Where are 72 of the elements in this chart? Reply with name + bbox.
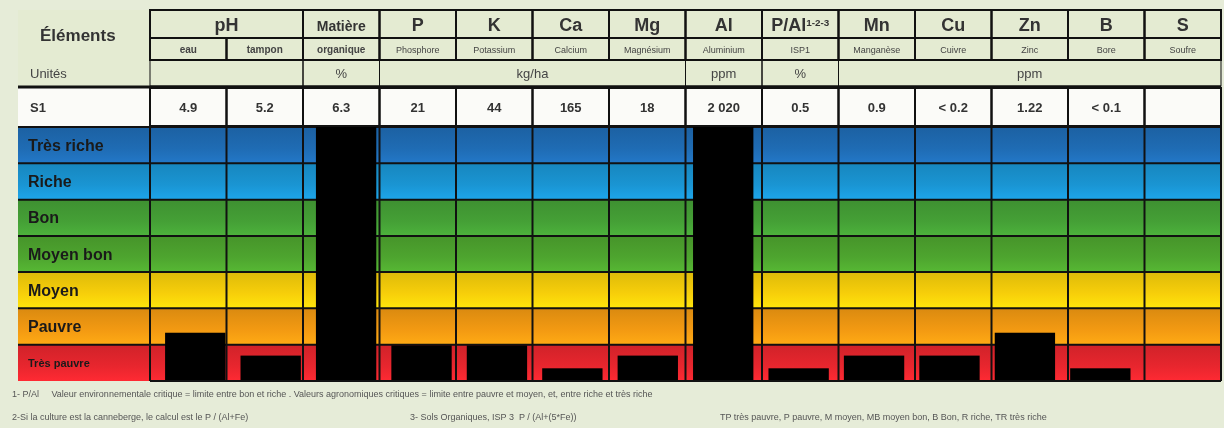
text: Unités <box>30 66 68 81</box>
text: 3- Sols Organiques, ISP 3 P / (Al+(5*Fe)) <box>410 412 577 422</box>
text: Cu <box>941 15 966 35</box>
text: 0.5 <box>791 100 810 115</box>
text: 18 <box>640 100 655 115</box>
bar <box>240 355 301 381</box>
x-tick-label: Zinc <box>1021 45 1039 55</box>
text: Éléments <box>40 26 116 45</box>
text: pH <box>214 15 239 35</box>
text: 0.9 <box>867 100 886 115</box>
text: 21 <box>410 100 425 115</box>
text: Zn <box>1018 15 1041 35</box>
bar <box>391 345 452 381</box>
text: 165 <box>559 100 582 115</box>
text: 1.22 <box>1017 100 1043 115</box>
text: K <box>487 15 501 35</box>
text: S <box>1176 15 1189 35</box>
text: B <box>1099 15 1113 35</box>
text: TP très pauvre, P pauvre, M moyen, MB moyen bon, B Bon, R riche, TR très riche <box>720 412 1047 422</box>
x-tick-label: Calcium <box>554 45 588 55</box>
x-tick-label: Soufre <box>1169 45 1197 55</box>
bar <box>315 127 377 381</box>
bar <box>617 355 678 381</box>
band-label: Moyen bon <box>28 245 113 263</box>
text: 1- P/Al Valeur environnementale critique = limite entre bon et riche . Valeurs agronomiques critiques = limite entre pauvre et moyen, et, entre riche et très riche <box>12 389 653 399</box>
x-tick-label: tampon <box>246 44 283 55</box>
bar <box>919 355 980 381</box>
text: 2 020 <box>707 100 741 115</box>
bar <box>542 368 603 381</box>
text: 5.2 <box>255 100 274 115</box>
x-tick-label: Phosphore <box>395 45 440 55</box>
text: Mn <box>863 15 890 35</box>
bar <box>994 332 1056 381</box>
text: Mg <box>634 15 661 35</box>
x-tick-label: Potassium <box>473 45 516 55</box>
bar <box>466 345 528 381</box>
band-label: Bon <box>28 209 60 227</box>
band-label: Très riche <box>28 136 104 154</box>
text: P/Al$^{1-2-3}$ <box>771 15 830 35</box>
x-tick-label: Manganèse <box>853 45 901 55</box>
text: kg/ha <box>516 66 550 81</box>
text: 4.9 <box>179 100 198 115</box>
bar <box>843 355 905 381</box>
text: % <box>794 66 807 81</box>
x-tick-label: ISP1 <box>790 45 811 55</box>
x-tick-label: Bore <box>1096 45 1116 55</box>
text: P <box>411 15 424 35</box>
text: ppm <box>711 66 737 81</box>
bar <box>165 332 226 381</box>
text: 6.3 <box>332 100 351 115</box>
x-tick-label: Cuivre <box>940 45 967 55</box>
text: 44 <box>487 100 503 115</box>
text: ppm <box>1017 66 1043 81</box>
text: Matière <box>316 18 366 34</box>
text: Ca <box>559 15 584 35</box>
band-label: Riche <box>28 173 72 191</box>
text: Al <box>714 15 733 35</box>
text: % <box>335 66 348 81</box>
x-tick-label: organique <box>317 44 366 55</box>
x-tick-label: Aluminium <box>702 45 745 55</box>
x-tick-label: Magnésium <box>623 45 671 55</box>
bar <box>1070 368 1131 381</box>
bar <box>768 368 829 381</box>
bar <box>693 127 754 381</box>
text: S1 <box>30 100 46 115</box>
text: 2-Si la culture est la canneberge, le calcul est le P / (Al+Fe) <box>12 412 249 422</box>
text: < 0.1 <box>1091 100 1121 115</box>
band-label: Très pauvre <box>28 356 90 369</box>
x-tick-label: eau <box>179 44 197 55</box>
band-label: Moyen <box>28 281 79 299</box>
text: < 0.2 <box>938 100 968 115</box>
band-label: Pauvre <box>28 318 82 336</box>
